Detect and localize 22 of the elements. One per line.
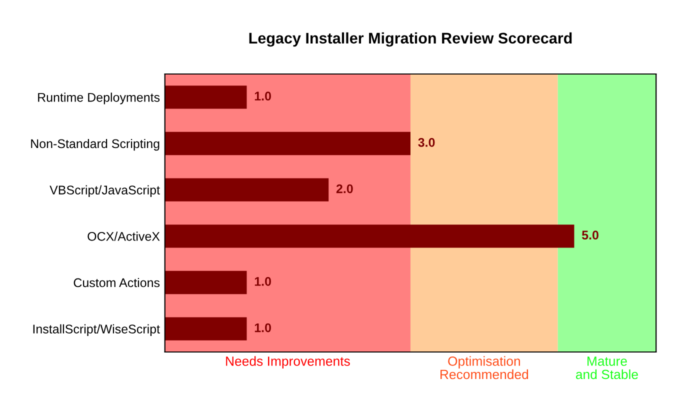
- band-label: Needs Improvements: [226, 356, 350, 368]
- data-label: 3.0: [418, 138, 435, 147]
- band-label: Optimisation Recommended: [440, 356, 528, 380]
- data-label: 1.0: [254, 323, 271, 332]
- bar: [164, 317, 247, 340]
- y-tick-label: VBScript/JavaScript: [50, 185, 160, 197]
- band-label: Mature and Stable: [576, 356, 638, 380]
- bar: [164, 224, 574, 248]
- data-label: 2.0: [336, 184, 353, 194]
- chart-title: Legacy Installer Migration Review Scorecard: [249, 32, 572, 47]
- y-tick-label: Custom Actions: [74, 278, 160, 288]
- bar: [164, 86, 247, 109]
- data-label: 1.0: [254, 92, 271, 101]
- data-label: 1.0: [254, 277, 271, 286]
- y-tick-label: InstallScript/WiseScript: [33, 324, 160, 336]
- y-tick-label: Runtime Deployments: [38, 92, 160, 104]
- bar: [164, 270, 247, 294]
- data-label: 5.0: [582, 230, 598, 240]
- bar: [164, 178, 329, 202]
- y-tick-label: OCX/ActiveX: [88, 232, 160, 241]
- bar: [164, 132, 410, 156]
- y-tick-label: Non-Standard Scripting: [31, 138, 160, 151]
